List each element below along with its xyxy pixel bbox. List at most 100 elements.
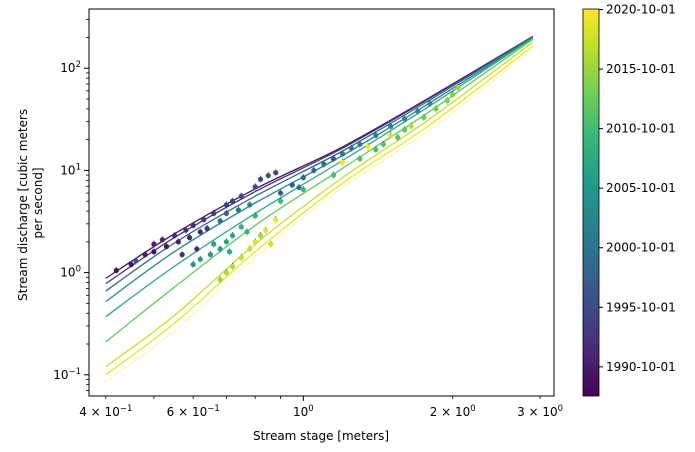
point-marker [296,184,302,191]
data-point [348,144,354,152]
data-point [217,217,223,225]
data-point [238,223,244,231]
point-marker [330,172,337,178]
data-point [190,261,196,269]
point-marker [204,225,210,232]
data-point [159,236,165,244]
point-marker [388,132,394,139]
data-point [263,226,269,234]
point-marker [365,144,371,150]
point-marker [415,108,421,114]
data-point [252,212,258,220]
data-point [444,97,450,105]
data-point [421,113,427,121]
point-marker [235,207,241,213]
data-point [373,146,379,154]
data-point [289,181,295,189]
data-point [128,261,134,269]
point-marker [238,193,244,199]
point-marker [223,210,230,216]
tick-label: 4 × 10−1 [79,404,132,419]
point-marker [175,239,181,245]
colorbar-tick-label: 2000-10-01 [606,241,676,255]
data-point [415,107,421,115]
point-marker [402,116,408,122]
point-marker [197,229,203,235]
data-point [300,186,306,194]
point-marker [252,184,258,190]
tick-label: 100 [60,265,81,280]
point-marker [268,241,274,247]
data-point [197,228,203,236]
tick-label: 100 [293,404,314,419]
point-marker [128,261,134,268]
point-marker [247,202,253,208]
tick-label: 101 [60,162,81,177]
point-marker [289,182,295,188]
data-point [357,140,363,148]
point-marker [380,141,386,147]
point-marker [265,172,271,179]
data-point [252,238,258,246]
point-marker [373,146,379,153]
colorbar-tick-label: 2005-10-01 [606,181,676,195]
point-marker [238,255,244,261]
point-marker [194,246,200,252]
data-point [197,255,203,263]
point-marker [159,237,165,243]
point-marker [339,151,346,157]
tick-label: 2 × 100 [430,404,476,419]
data-point [151,248,157,256]
y-axis: 10−1 100 101 102 [53,19,89,392]
data-point [142,251,148,259]
colorbar-ticks: 1990-10-01 1995-10-01 2000-10-01 2005-10-01… [599,3,676,374]
data-point [217,276,223,284]
point-marker [395,134,401,141]
point-marker [252,213,258,219]
data-point [339,158,346,166]
point-marker [223,239,230,245]
data-point [402,115,408,123]
data-point [223,201,230,209]
point-marker [186,235,193,241]
data-point [311,166,317,174]
data-point [388,131,394,139]
point-marker [252,239,258,245]
data-point [450,91,456,99]
data-point [194,245,200,253]
point-marker [226,249,233,255]
y-axis-label-line-2: per second] [31,167,45,238]
data-point [247,201,253,209]
x-axis: 100 4 × 10−1 6 × 10−1 2 × 100 3 × 100 [79,396,563,419]
rating-curve [105,41,534,368]
data-point [229,262,236,270]
data-point [223,209,230,217]
point-marker [223,202,230,208]
data-point [433,105,439,113]
point-marker [455,84,461,90]
data-point [201,216,207,224]
data-point [223,238,230,246]
data-point [339,150,346,158]
point-marker [201,217,207,223]
y-axis-label-line-1: Stream discharge [cubic meters [16,109,30,301]
rating-curve [105,36,534,292]
data-point [277,197,284,205]
data-point [373,131,379,139]
point-marker [183,227,189,233]
point-marker [257,233,264,239]
point-marker [211,241,217,247]
data-point [229,232,236,240]
data-point [408,122,414,130]
tick-label: 6 × 10−1 [167,404,220,419]
data-point [330,171,337,179]
data-point [190,221,196,229]
point-marker [238,224,244,230]
data-point [395,133,401,141]
data-point [211,240,217,248]
data-points [113,83,461,284]
rating-curve [105,38,534,343]
rating-curve [105,45,534,376]
point-marker [179,252,185,258]
